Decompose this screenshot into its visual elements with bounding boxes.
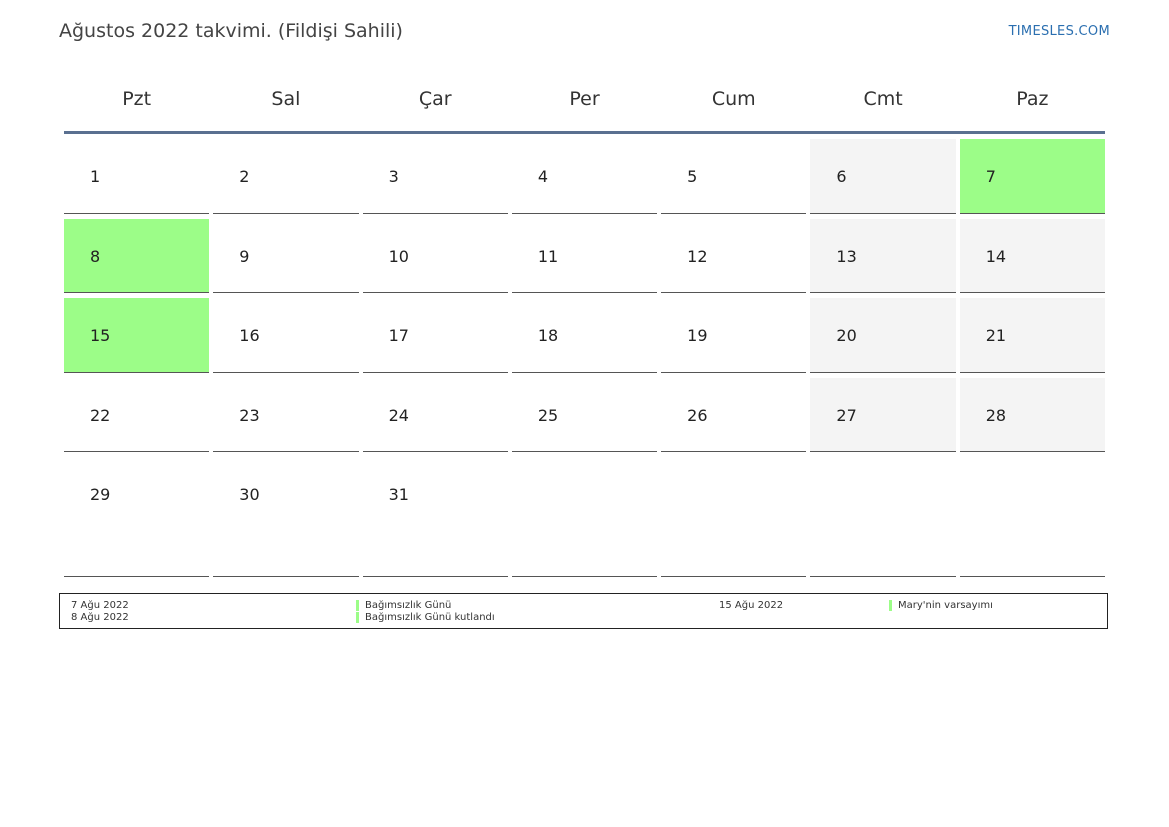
day-number: 15	[90, 326, 111, 345]
day-number: 27	[836, 406, 857, 425]
weekday-sun: Paz	[1016, 88, 1049, 110]
day-cell[interactable]: 13	[810, 219, 956, 293]
empty-cell	[810, 457, 956, 577]
holiday-date: 15 Ağu 2022	[719, 600, 784, 611]
day-number: 7	[985, 167, 996, 186]
day-number: 2	[239, 167, 250, 186]
day-cell[interactable]: 28	[959, 378, 1105, 452]
day-number: 17	[388, 326, 409, 345]
day-cell[interactable]: 8	[64, 219, 210, 293]
day-cell[interactable]: 10	[362, 219, 508, 293]
day-cell[interactable]: 12	[661, 219, 807, 293]
day-cell[interactable]: 26	[661, 378, 807, 452]
holiday-name: Mary'nin varsayımı	[889, 600, 993, 611]
day-cell[interactable]: 29	[64, 457, 210, 577]
day-cell[interactable]: 19	[661, 298, 807, 373]
day-cell[interactable]: 17	[362, 298, 508, 373]
day-number: 12	[687, 247, 708, 266]
day-cell[interactable]: 15	[64, 298, 210, 373]
calendar-grid: 1 2 3 4 5 6 7 8 9 10 11 12 13 14 15 16 17 18 19 20 21 22 23 24 2…	[62, 139, 1107, 582]
weekday-wed: Çar	[418, 88, 452, 110]
empty-cell	[661, 457, 807, 577]
page-title: Ağustos 2022 takvimi. (Fildişi Sahili)	[59, 20, 403, 42]
day-number: 4	[537, 167, 549, 186]
day-number: 19	[687, 326, 708, 345]
day-number: 25	[537, 406, 559, 425]
day-cell[interactable]: 11	[511, 219, 658, 293]
day-cell[interactable]: 16	[213, 298, 359, 373]
holiday-legend: 7 Ağu 2022 Bağımsızlık Günü 8 Ağu 2022 B…	[59, 593, 1108, 629]
weekday-mon: Pzt	[122, 88, 152, 110]
day-number: 6	[836, 167, 847, 186]
holiday-date: 7 Ağu 2022	[71, 600, 129, 611]
day-number: 1	[90, 167, 101, 186]
day-number: 29	[90, 485, 111, 504]
day-cell[interactable]: 24	[362, 378, 508, 452]
day-number: 8	[90, 247, 101, 266]
day-number: 14	[985, 247, 1007, 266]
weekday-thu: Per	[569, 88, 600, 110]
day-number: 26	[687, 406, 708, 425]
day-number: 16	[239, 326, 260, 345]
day-cell[interactable]: 4	[511, 139, 658, 214]
day-cell[interactable]: 25	[511, 378, 658, 452]
day-cell[interactable]: 3	[362, 139, 508, 214]
day-cell[interactable]: 27	[810, 378, 956, 452]
day-number: 31	[388, 485, 409, 504]
day-cell[interactable]: 31	[362, 457, 508, 577]
day-cell[interactable]: 20	[810, 298, 956, 373]
day-number: 5	[687, 167, 698, 186]
day-number: 13	[836, 247, 857, 266]
day-cell[interactable]: 22	[64, 378, 210, 452]
day-number: 22	[90, 406, 111, 425]
day-cell[interactable]: 14	[959, 219, 1105, 293]
day-number: 21	[985, 326, 1007, 345]
brand-link[interactable]: TIMESLES.COM	[1008, 24, 1110, 39]
empty-cell	[959, 457, 1105, 577]
holiday-date: 8 Ağu 2022	[71, 612, 129, 623]
day-cell[interactable]: 2	[213, 139, 359, 214]
holiday-name: Bağımsızlık Günü kutlandı	[356, 612, 495, 623]
day-cell[interactable]: 18	[511, 298, 658, 373]
day-number: 11	[537, 247, 559, 266]
empty-cell	[511, 457, 658, 577]
weekday-sat: Cmt	[863, 88, 903, 110]
weekday-header: Pzt Sal Çar Per Cum Cmt Paz	[62, 84, 1107, 114]
day-number: 3	[388, 167, 399, 186]
holiday-name: Bağımsızlık Günü	[356, 600, 451, 611]
day-number: 23	[239, 406, 260, 425]
day-cell[interactable]: 9	[213, 219, 359, 293]
day-number: 18	[537, 326, 559, 345]
day-number: 20	[836, 326, 857, 345]
day-number: 24	[388, 406, 409, 425]
day-cell[interactable]: 7	[959, 139, 1105, 214]
day-number: 10	[388, 247, 409, 266]
day-number: 30	[239, 485, 260, 504]
day-cell[interactable]: 23	[213, 378, 359, 452]
header-divider	[64, 131, 1105, 134]
day-cell[interactable]: 30	[213, 457, 359, 577]
day-cell[interactable]: 21	[959, 298, 1105, 373]
day-cell[interactable]: 5	[661, 139, 807, 214]
day-cell[interactable]: 6	[810, 139, 956, 214]
day-number: 9	[239, 247, 250, 266]
day-cell[interactable]: 1	[64, 139, 210, 214]
weekday-fri: Cum	[711, 88, 756, 110]
day-number: 28	[985, 406, 1007, 425]
weekday-tue: Sal	[271, 88, 301, 110]
